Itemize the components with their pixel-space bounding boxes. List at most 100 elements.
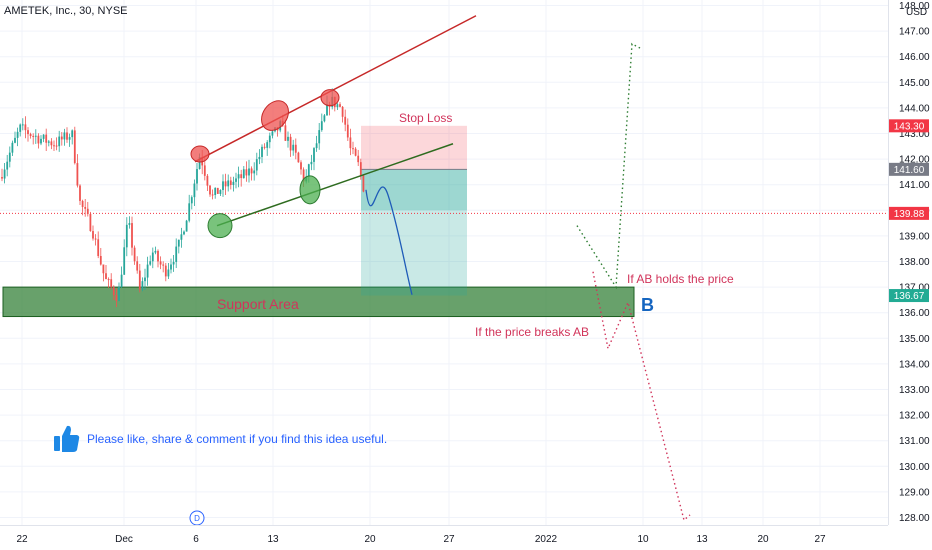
candle-body: [133, 247, 136, 262]
candle-body: [219, 190, 222, 194]
candle-body: [188, 203, 191, 221]
time-tick-label: 22: [16, 534, 28, 545]
candle-body: [105, 273, 107, 280]
price-tick-label: 138.00: [899, 257, 930, 268]
candle-body: [60, 136, 63, 140]
candle-body: [159, 261, 162, 265]
candle-body: [294, 144, 297, 153]
price-tick-label: 145.00: [899, 78, 930, 89]
candle-body: [339, 104, 341, 107]
time-axis[interactable]: 22 Dec 6 13 20 27 2022 10 13 20 27: [0, 525, 888, 546]
candle-body: [248, 168, 250, 176]
candle-body: [289, 136, 292, 151]
candle-body: [185, 220, 188, 232]
candle-body: [258, 156, 261, 160]
price-axis[interactable]: USD 128.00 129.00 130.00 131.00 132.00 133.00…: [888, 0, 931, 525]
price-tick-label: 128.00: [899, 513, 930, 524]
candle-body: [24, 124, 27, 131]
candle-body: [128, 223, 131, 225]
candle-body: [237, 174, 240, 179]
time-tick-label: 13: [267, 534, 279, 545]
candle-body: [107, 279, 110, 281]
candle-body: [196, 169, 198, 184]
price-badge-label: 141.60: [894, 165, 925, 176]
candle-body: [86, 208, 89, 215]
candle-body: [97, 239, 100, 256]
candle-body: [224, 181, 227, 187]
chart-annotations: AMETEK, Inc., 30, NYSE Stop Loss Support…: [4, 5, 734, 526]
candle-body: [326, 104, 328, 116]
time-tick-label: 2022: [535, 534, 558, 545]
candle-body: [266, 142, 269, 148]
candle-body: [172, 261, 175, 265]
time-tick-label: Dec: [115, 534, 133, 545]
candle-body: [318, 130, 321, 144]
candle-body: [253, 170, 256, 174]
candle-body: [245, 169, 248, 176]
candle-body: [157, 250, 159, 262]
candle-body: [162, 264, 165, 266]
resistance-touch-marker: [261, 100, 289, 131]
candle-body: [346, 124, 349, 138]
candle-body: [110, 279, 113, 288]
target-zone: [361, 210, 467, 296]
price-tick-label: 137.00: [899, 283, 930, 294]
point-b-label: B: [641, 295, 654, 315]
price-tick-label: 134.00: [899, 359, 930, 370]
candle-body: [183, 231, 185, 235]
candle-body: [297, 152, 300, 163]
candle-body: [177, 239, 180, 247]
support-touch-marker: [207, 213, 233, 239]
candle-body: [146, 264, 149, 278]
time-tick-label: 20: [364, 534, 376, 545]
candle-body: [180, 234, 183, 240]
candle-body: [58, 136, 61, 147]
candle-body: [138, 270, 141, 290]
price-tick-label: 132.00: [899, 411, 930, 422]
time-tick-label: 27: [814, 534, 826, 545]
support-trendline: [216, 143, 454, 227]
candle-body: [250, 168, 253, 174]
candle-body: [209, 185, 211, 195]
candle-body: [1, 177, 3, 179]
candle-body: [216, 187, 219, 194]
price-tick-label: 133.00: [899, 385, 930, 396]
resistance-trendline: [194, 15, 477, 163]
candle-body: [240, 174, 243, 179]
price-badge-label: 136.67: [894, 291, 925, 302]
candle-body: [99, 255, 102, 265]
candle-body: [170, 264, 172, 270]
candle-body: [11, 142, 14, 153]
candle-body: [27, 130, 29, 135]
candle-body: [79, 185, 81, 201]
candle-body: [263, 146, 266, 148]
candle-body: [8, 152, 11, 162]
candle-body: [362, 175, 365, 192]
time-tick-label: 27: [443, 534, 455, 545]
time-tick-label: 13: [696, 534, 708, 545]
candle-body: [3, 169, 6, 179]
breaks-scenario-label: If the price breaks AB: [475, 325, 589, 339]
stop-loss-zone: [361, 125, 467, 170]
price-tick-label: 144.00: [899, 103, 930, 114]
candle-body: [193, 183, 196, 198]
price-badge-label: 139.88: [894, 209, 925, 220]
candle-body: [120, 274, 123, 287]
dividend-marker[interactable]: D: [189, 510, 205, 526]
candle-body: [68, 137, 71, 140]
chart-zones: [0, 125, 888, 318]
candle-body: [151, 252, 154, 262]
candle-body: [32, 135, 35, 137]
candle-body: [144, 277, 146, 282]
resistance-touch-marker: [320, 89, 340, 107]
candle-body: [229, 180, 232, 185]
price-tick-label: 147.00: [899, 27, 930, 38]
support-touch-marker: [299, 175, 321, 205]
candle-body: [14, 137, 16, 143]
price-tick-label: 142.00: [899, 155, 930, 166]
price-tick-label: 130.00: [899, 462, 930, 473]
projected-path: [365, 186, 413, 295]
price-tick-label: 136.00: [899, 308, 930, 319]
candle-body: [323, 115, 326, 122]
